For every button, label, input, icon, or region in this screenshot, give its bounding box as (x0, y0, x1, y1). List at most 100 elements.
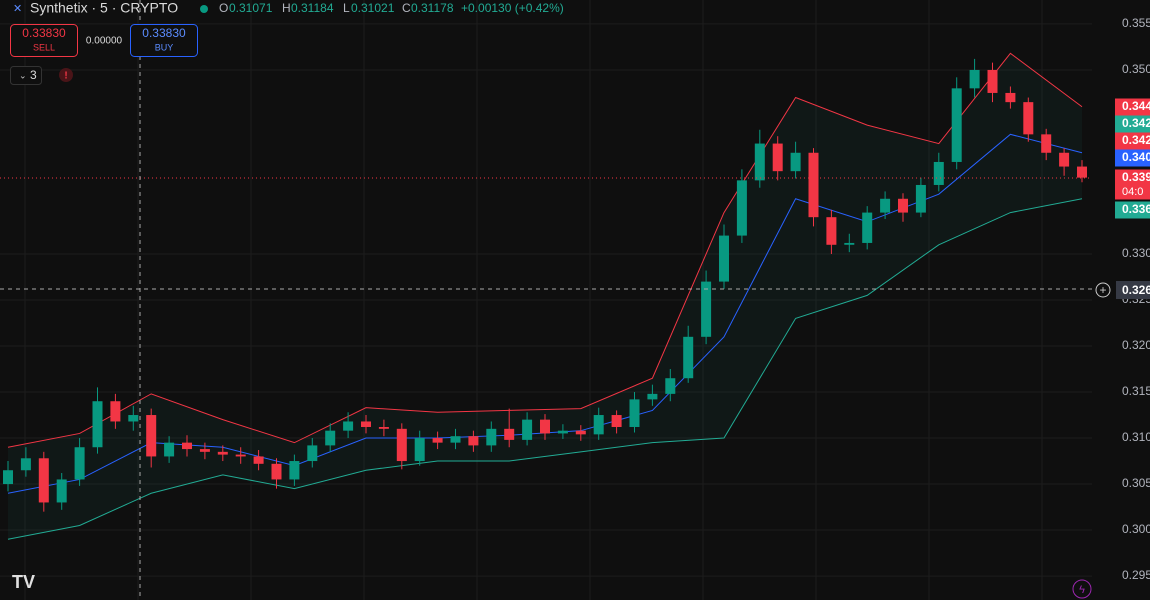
chevron[interactable]: ⌄ (19, 70, 27, 80)
y-tick-label: 0.355 (1122, 16, 1150, 30)
candle-body (307, 445, 318, 462)
candle-body (754, 143, 765, 181)
candle-body (665, 378, 676, 394)
candle-body (522, 419, 533, 440)
candle-body (1041, 134, 1052, 153)
candle-body (629, 399, 640, 427)
candle-body (611, 415, 622, 427)
candle-body (110, 401, 121, 422)
candle-body (898, 198, 908, 213)
candle-body (486, 428, 497, 446)
ohlc-label: H (282, 1, 291, 15)
error-icon[interactable] (59, 68, 73, 82)
candle-body (719, 235, 729, 282)
ohlc-value: 0.31178 (411, 1, 454, 15)
price-tag: 0.336 (1122, 202, 1150, 216)
candle-body (20, 458, 31, 471)
crosshair-add-button[interactable] (1095, 282, 1111, 298)
price-tag-bg (1115, 98, 1150, 116)
candle-body (361, 421, 371, 427)
candle-body (575, 430, 586, 435)
lightning-button[interactable] (1072, 579, 1092, 599)
ohlc-label: O (219, 1, 228, 15)
indicators-toggle[interactable] (10, 66, 42, 85)
candle-body (450, 436, 461, 443)
lightning-icon[interactable]: ϟ (1079, 584, 1085, 596)
candle-body (235, 454, 246, 457)
candle-body (880, 198, 891, 213)
candle-body (3, 470, 13, 485)
candle-body (164, 442, 175, 457)
change: +0.00130 (+0.42%) (461, 1, 564, 15)
candle-body (1005, 92, 1016, 103)
price-tags: 0.344 0.342 0.342 0.340 0.339 04:0 0.336 (1115, 98, 1150, 219)
candle-body (343, 421, 354, 431)
sell-label[interactable]: SELL (33, 42, 55, 52)
sell-button[interactable] (10, 24, 78, 57)
candle-body (951, 88, 962, 162)
candle-body (1023, 102, 1034, 135)
buy-label[interactable]: BUY (155, 42, 174, 52)
candle-body (289, 461, 300, 480)
candle-body (271, 463, 282, 480)
buy-price[interactable]: 0.33830 (142, 26, 186, 40)
symbol[interactable]: Synthetix · 5 · CRYPTO (30, 0, 178, 16)
y-tick-label: 0.295 (1122, 568, 1150, 582)
candle-body (74, 447, 85, 480)
price-tag: 0.340 (1122, 150, 1150, 164)
y-tick-label: 0.300 (1122, 522, 1150, 536)
candle-body (146, 415, 157, 457)
candle-body (128, 415, 139, 422)
candle-body (504, 428, 515, 440)
ohlc-value: 0.31071 (229, 1, 273, 15)
candle-body (253, 456, 264, 464)
candle-body (1059, 152, 1070, 167)
price-tag-bg (1115, 149, 1150, 167)
candle-body (182, 442, 192, 450)
candle-body (701, 281, 712, 337)
y-tick-label: 0.315 (1122, 384, 1150, 398)
price-tag: 0.342 (1122, 133, 1150, 147)
candle-body (826, 217, 837, 245)
error-mark[interactable]: ! (64, 71, 67, 82)
candle-body (414, 438, 425, 462)
price-tag-bg (1115, 201, 1150, 219)
candle-body (915, 184, 926, 213)
candle-body (199, 449, 210, 452)
y-tick-label: 0.320 (1122, 338, 1150, 352)
plus-icon[interactable]: + (1099, 283, 1106, 297)
crosshair-label-bg (1116, 281, 1150, 299)
candle-body (593, 415, 604, 435)
plot (3, 52, 1087, 540)
price-tag-countdown: 04:0 (1122, 186, 1143, 198)
candle-body (790, 152, 801, 172)
candle-body (969, 69, 980, 89)
candle-body (378, 426, 389, 429)
band-upper (7, 52, 1083, 448)
candle-body (396, 428, 407, 462)
ohlc-value: 0.31021 (351, 1, 395, 15)
candle-body (38, 458, 49, 503)
sell-price[interactable]: 0.33830 (22, 26, 66, 40)
price-tag: 0.339 (1122, 170, 1150, 184)
candle-body (557, 430, 568, 434)
logo[interactable]: TV (12, 572, 35, 592)
buy-button[interactable] (130, 24, 198, 57)
band-lower (7, 198, 1083, 540)
market-status (200, 5, 208, 13)
candle-body (844, 242, 855, 245)
y-tick-label: 0.350 (1122, 62, 1150, 76)
candle-body (540, 419, 550, 434)
candle-body (987, 69, 998, 93)
candle-body (92, 401, 103, 448)
candle-body (647, 393, 658, 400)
candle-body (217, 451, 228, 455)
y-tick-label: 0.330 (1122, 246, 1150, 260)
candle-body (683, 336, 694, 379)
indicator-count[interactable]: 3 (30, 68, 37, 82)
ohlc-label: C (402, 1, 411, 15)
y-tick-label: 0.305 (1122, 476, 1150, 490)
ohlc-label: L (343, 1, 350, 15)
